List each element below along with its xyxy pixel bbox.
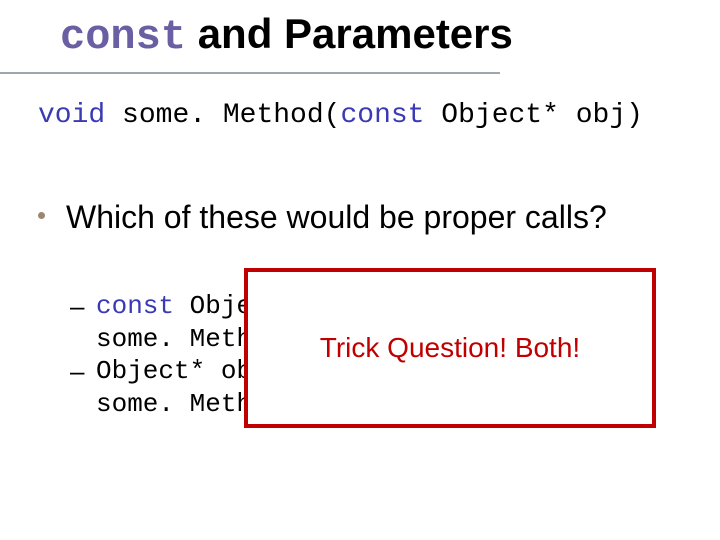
sub1-rest: Obje	[174, 291, 252, 321]
void-keyword: void	[38, 100, 105, 131]
main-bullet: Which of these would be proper calls?	[38, 198, 680, 236]
title-const-keyword: const	[60, 13, 186, 61]
answer-overlay-box: Trick Question! Both!	[244, 268, 656, 428]
sub2-line1: Object* ob	[96, 356, 252, 386]
main-bullet-text: Which of these would be proper calls?	[66, 198, 680, 236]
sig-space	[105, 100, 122, 131]
answer-overlay-text: Trick Question! Both!	[320, 332, 580, 364]
sig-tail: Object* obj)	[424, 100, 642, 131]
dash-icon: –	[70, 290, 84, 323]
slide-title: const and Parameters	[60, 10, 690, 61]
bullet-dot-icon	[38, 212, 45, 219]
sub1-const-keyword: const	[96, 291, 174, 321]
code-signature: void some. Method(const Object* obj)	[38, 100, 643, 131]
sig-name: some. Method(	[122, 100, 340, 131]
slide: const and Parameters void some. Method(c…	[0, 0, 720, 540]
dash-icon: –	[70, 355, 84, 388]
title-rest: and Parameters	[186, 10, 513, 57]
title-underline	[0, 72, 500, 74]
const-keyword: const	[340, 100, 424, 131]
